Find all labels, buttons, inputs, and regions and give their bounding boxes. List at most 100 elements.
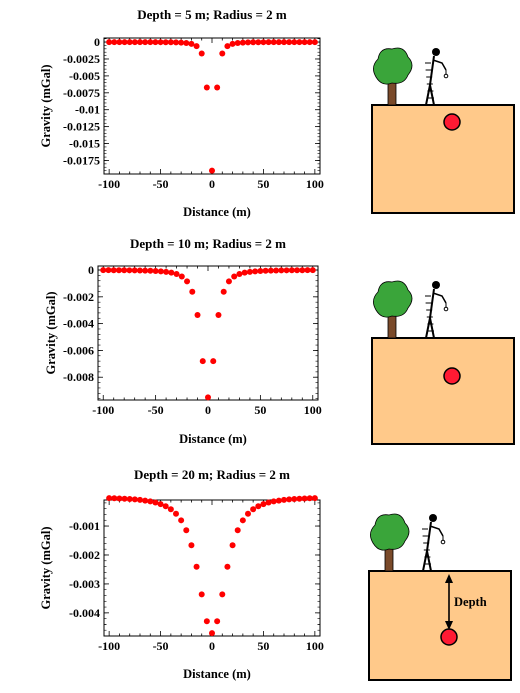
data-point — [152, 39, 159, 46]
x-tick-label: 0 — [205, 403, 211, 417]
data-point — [111, 495, 118, 502]
ground-block — [371, 104, 515, 214]
depth-label: Depth — [454, 595, 487, 609]
data-point — [281, 496, 287, 503]
data-point — [110, 267, 117, 274]
x-axis-label: Distance (m) — [183, 205, 251, 219]
data-point — [229, 542, 236, 549]
y-tick-label: -0.01 — [75, 103, 100, 117]
data-point — [106, 39, 113, 46]
data-point — [147, 39, 154, 46]
data-point — [265, 39, 272, 46]
ground-block — [371, 337, 515, 445]
x-tick-label: 50 — [257, 639, 269, 653]
person-arm — [432, 59, 447, 71]
data-point — [198, 50, 205, 57]
data-point — [173, 39, 179, 46]
tree-trunk — [387, 82, 397, 106]
data-point — [163, 268, 170, 275]
data-point — [270, 39, 277, 46]
data-point — [255, 39, 262, 46]
data-point — [162, 503, 169, 510]
data-point — [173, 510, 179, 517]
data-point — [137, 496, 143, 503]
tree-trunk — [387, 315, 397, 339]
x-tick-label: 0 — [209, 177, 215, 191]
data-point — [210, 358, 217, 365]
y-tick-label: -0.0175 — [63, 153, 100, 167]
x-tick-label: -50 — [153, 639, 169, 653]
data-point — [260, 501, 267, 508]
y-axis-label: Gravity (mGal) — [39, 65, 53, 148]
data-point — [178, 273, 185, 280]
data-point — [234, 527, 241, 534]
data-point — [203, 618, 210, 625]
data-point — [168, 269, 175, 276]
data-point — [131, 496, 138, 503]
data-point — [255, 503, 262, 510]
y-tick-label: -0.0075 — [63, 86, 100, 100]
person-head — [429, 514, 437, 522]
data-point — [262, 267, 269, 274]
gravimeter-icon — [443, 73, 449, 79]
data-point — [100, 267, 107, 274]
person-arm — [432, 292, 447, 304]
data-point — [296, 495, 303, 502]
data-point — [291, 39, 298, 46]
data-point — [265, 499, 272, 506]
data-point — [225, 278, 232, 285]
chart-title: Depth = 20 m; Radius = 2 m — [134, 467, 290, 482]
data-point — [245, 39, 251, 46]
data-point — [306, 495, 313, 502]
data-point — [126, 496, 133, 503]
y-tick-label: -0.015 — [69, 137, 100, 151]
data-point — [250, 39, 257, 46]
data-point — [167, 506, 174, 513]
data-point — [142, 267, 149, 274]
gravity-chart-2: Depth = 10 m; Radius = 2 m -100 -50 0 50 100 0… — [44, 236, 515, 446]
data-point — [178, 39, 185, 46]
x-axis-label: Distance (m) — [179, 432, 247, 446]
data-point — [241, 269, 248, 276]
ground-block — [368, 570, 512, 681]
data-point — [157, 501, 164, 508]
person-head — [432, 48, 440, 56]
data-point — [299, 267, 306, 274]
chart-panel-2: Depth = 10 m; Radius = 2 m -100 -50 0 50 100 0… — [0, 231, 520, 462]
data-point — [147, 498, 154, 505]
data-point — [183, 527, 190, 534]
y-tick-label: -0.0025 — [63, 52, 100, 66]
x-tick-label: -50 — [148, 403, 164, 417]
x-tick-label: 100 — [304, 403, 322, 417]
person-arm — [429, 525, 444, 537]
data-point — [288, 267, 295, 274]
plot-frame — [103, 499, 321, 637]
data-point — [252, 268, 259, 275]
person-body — [425, 55, 435, 106]
data-point — [224, 43, 231, 50]
chart-title: Depth = 10 m; Radius = 2 m — [130, 236, 286, 251]
data-point — [231, 273, 238, 280]
depth-arrow-head-up — [445, 574, 453, 583]
tree-trunk — [384, 548, 394, 572]
chart-panel-3: Depth = 20 m; Radius = 2 m -100 -50 0 50 100 -… — [0, 462, 520, 693]
data-point — [311, 495, 318, 502]
y-tick-label: -0.002 — [63, 290, 94, 304]
person-body — [425, 288, 435, 339]
y-axis-label: Gravity (mGal) — [39, 527, 53, 610]
data-point — [106, 495, 113, 502]
x-tick-label: 50 — [254, 403, 266, 417]
data-point — [250, 506, 257, 513]
data-point — [219, 591, 226, 598]
y-tick-label: -0.004 — [69, 606, 100, 620]
data-point — [267, 267, 274, 274]
x-tick-label: -100 — [98, 639, 120, 653]
data-point — [189, 288, 196, 295]
data-point — [126, 267, 133, 274]
chart-title: Depth = 5 m; Radius = 2 m — [137, 7, 287, 22]
data-point — [239, 39, 246, 46]
y-tick-label: -0.006 — [63, 343, 94, 357]
x-tick-label: -100 — [92, 403, 114, 417]
buried-sphere — [443, 113, 461, 131]
buried-sphere — [440, 628, 458, 646]
